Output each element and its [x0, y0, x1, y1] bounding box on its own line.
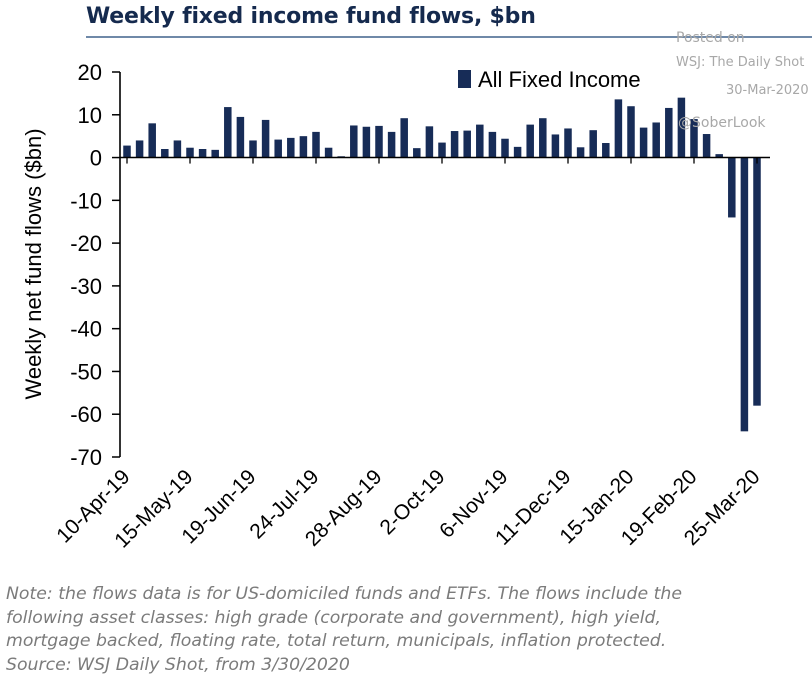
bar — [261, 119, 270, 158]
bar — [236, 116, 245, 158]
bar — [450, 131, 459, 158]
bar — [602, 143, 610, 158]
bar — [589, 130, 597, 158]
bar — [753, 157, 761, 406]
chart: 20 10 0 -10 -20 -30 -40 -50 -60 -70 10-Apr-1915-M… — [21, 60, 770, 553]
y-tick-label: 20 — [78, 60, 102, 85]
legend-label: All Fixed Income — [478, 67, 641, 92]
watermark-posted: Posted on — [676, 30, 745, 46]
bar — [324, 147, 333, 158]
bar — [198, 149, 207, 158]
bar — [702, 134, 711, 158]
y-ticks: 20 10 0 -10 -20 -30 -40 -50 -60 -70 — [70, 60, 120, 470]
bar — [299, 136, 308, 158]
bar — [576, 147, 585, 158]
watermark-date: 30-Mar-2020 — [726, 83, 809, 98]
bar — [539, 118, 547, 158]
y-tick-label: -70 — [70, 445, 102, 470]
x-ticks: 10-Apr-1915-May-1919-Jun-1924-Jul-1928-A… — [52, 157, 765, 553]
bar — [652, 122, 660, 158]
bar — [488, 131, 497, 158]
bar — [463, 130, 471, 158]
bar — [249, 140, 257, 158]
bar — [551, 134, 560, 158]
y-tick-label: 10 — [78, 103, 102, 128]
bar — [740, 157, 749, 432]
bar — [123, 145, 131, 158]
bar — [400, 118, 408, 158]
bar — [161, 149, 169, 158]
bar — [501, 138, 509, 158]
bar — [224, 107, 232, 158]
note-line: mortgage backed, floating rate, total re… — [6, 631, 667, 651]
bar — [173, 140, 182, 158]
y-tick-label: -60 — [70, 402, 102, 427]
bar — [274, 139, 282, 158]
y-tick-label: -40 — [70, 317, 102, 342]
title-rule — [86, 36, 812, 38]
y-tick-label: -20 — [70, 231, 102, 256]
source-line: Source: WSJ Daily Shot, from 3/30/2020 — [6, 654, 350, 675]
y-tick-label: 0 — [90, 146, 102, 171]
y-tick-label: -50 — [70, 359, 102, 384]
bar — [387, 131, 396, 158]
bars — [123, 97, 761, 432]
bar — [413, 148, 421, 158]
y-tick-label: -30 — [70, 274, 102, 299]
bar — [526, 124, 534, 158]
bar — [677, 97, 686, 158]
note-line: following asset classes: high grade (cor… — [6, 607, 661, 628]
bar — [476, 124, 484, 158]
legend[interactable]: All Fixed Income — [458, 67, 641, 92]
y-tick-label: -10 — [70, 188, 102, 213]
bar — [665, 107, 673, 158]
watermark-handle: @SoberLook — [678, 115, 766, 131]
chart-title: Weekly fixed income fund flows, $bn — [86, 4, 536, 29]
bar — [186, 147, 194, 158]
bar — [627, 106, 635, 158]
bar — [438, 142, 446, 158]
chart-note: Note: the flows data is for US-domiciled… — [6, 583, 812, 677]
bar — [362, 126, 371, 158]
bar — [287, 137, 295, 158]
bar — [690, 119, 698, 158]
bar — [728, 157, 736, 218]
bar — [211, 149, 219, 158]
bar — [513, 146, 522, 158]
watermark-source: WSJ: The Daily Shot — [676, 55, 805, 70]
bar — [350, 125, 358, 158]
bar — [375, 125, 383, 158]
note-line: Note: the flows data is for US-domiciled… — [6, 584, 682, 604]
bar — [715, 154, 723, 158]
bar — [312, 131, 320, 158]
bar — [564, 128, 572, 158]
bar — [639, 127, 648, 158]
bar — [148, 123, 156, 158]
bar — [425, 126, 434, 158]
y-axis-label: Weekly net fund flows ($bn) — [21, 128, 46, 399]
bar — [135, 140, 144, 158]
legend-swatch — [458, 70, 471, 88]
bar — [614, 99, 623, 158]
